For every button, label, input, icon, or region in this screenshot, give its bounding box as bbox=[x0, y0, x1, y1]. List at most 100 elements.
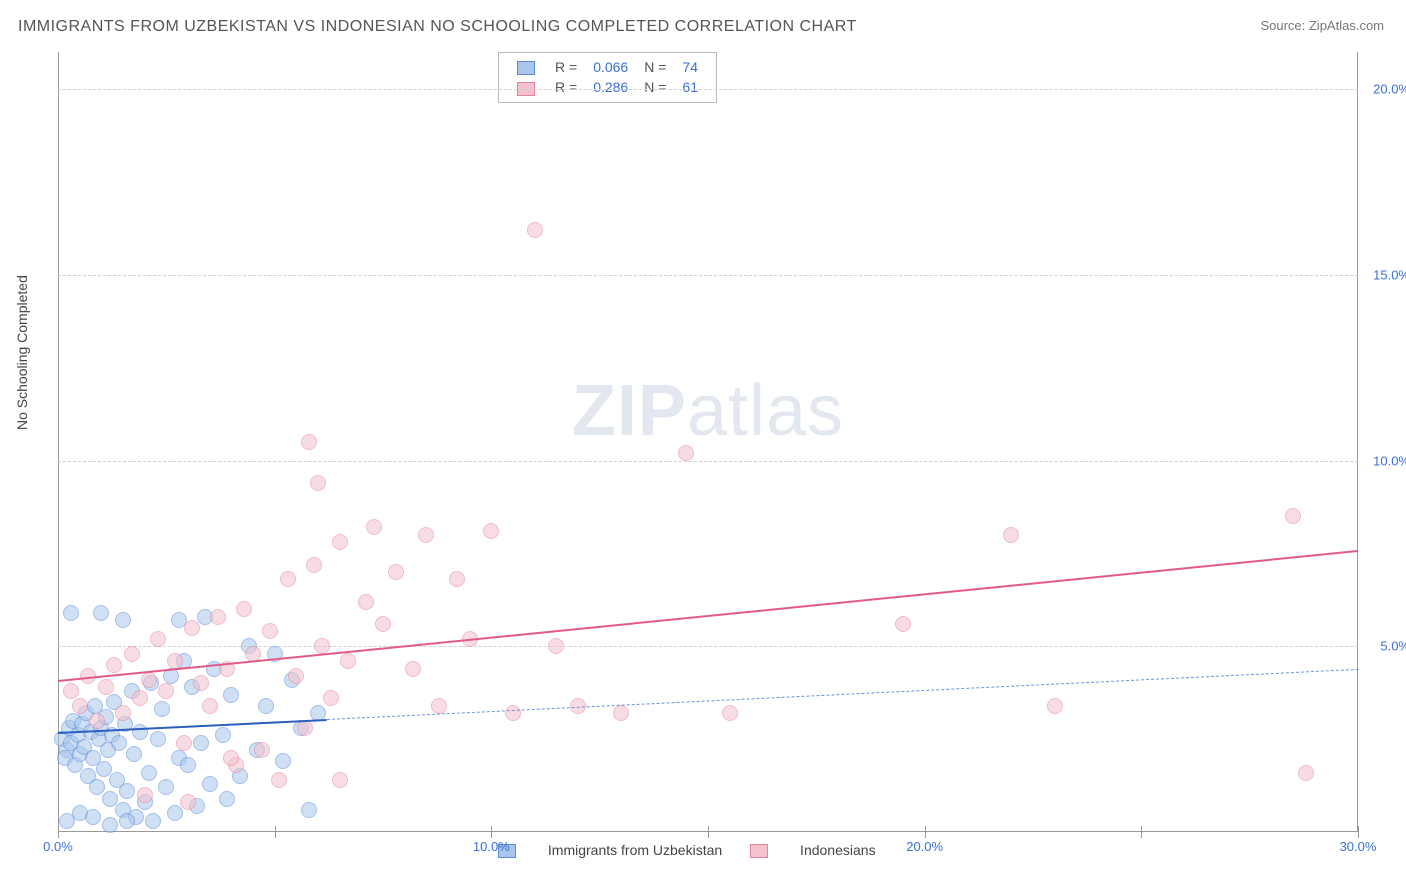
data-point bbox=[115, 612, 131, 628]
data-point bbox=[141, 672, 157, 688]
data-point bbox=[310, 475, 326, 491]
data-point bbox=[132, 690, 148, 706]
data-point bbox=[288, 668, 304, 684]
data-point bbox=[613, 705, 629, 721]
y-tick-label: 15.0% bbox=[1373, 267, 1406, 282]
x-tick-mark bbox=[1141, 826, 1142, 838]
data-point bbox=[102, 817, 118, 833]
x-tick-mark bbox=[491, 826, 492, 838]
data-point bbox=[158, 683, 174, 699]
data-point bbox=[449, 571, 465, 587]
data-point bbox=[126, 746, 142, 762]
data-point bbox=[106, 657, 122, 673]
data-point bbox=[388, 564, 404, 580]
data-point bbox=[85, 809, 101, 825]
data-point bbox=[141, 765, 157, 781]
data-point bbox=[1298, 765, 1314, 781]
x-tick-label: 10.0% bbox=[473, 839, 510, 854]
data-point bbox=[332, 772, 348, 788]
y-tick-label: 10.0% bbox=[1373, 453, 1406, 468]
chart-plot-area: ZIPatlas R =0.066N =74R =0.286N =61 Immi… bbox=[58, 52, 1358, 832]
legend-correlation-row: R =0.286N =61 bbox=[509, 77, 706, 97]
x-tick-mark bbox=[275, 826, 276, 838]
data-point bbox=[280, 571, 296, 587]
data-point bbox=[223, 687, 239, 703]
data-point bbox=[548, 638, 564, 654]
data-point bbox=[115, 705, 131, 721]
data-point bbox=[150, 731, 166, 747]
x-tick-mark bbox=[708, 826, 709, 838]
y-axis-label: No Schooling Completed bbox=[14, 275, 30, 430]
data-point bbox=[180, 757, 196, 773]
trend-line bbox=[327, 669, 1358, 720]
data-point bbox=[150, 631, 166, 647]
grid-line bbox=[58, 89, 1358, 90]
trend-line bbox=[58, 550, 1358, 682]
data-point bbox=[323, 690, 339, 706]
source-label: Source: ZipAtlas.com bbox=[1260, 18, 1384, 33]
data-point bbox=[306, 557, 322, 573]
data-point bbox=[236, 601, 252, 617]
data-point bbox=[184, 620, 200, 636]
legend-correlation-row: R =0.066N =74 bbox=[509, 57, 706, 77]
chart-title: IMMIGRANTS FROM UZBEKISTAN VS INDONESIAN… bbox=[18, 18, 857, 36]
data-point bbox=[505, 705, 521, 721]
data-point bbox=[297, 720, 313, 736]
data-point bbox=[154, 701, 170, 717]
x-tick-mark bbox=[58, 826, 59, 838]
y-tick-label: 5.0% bbox=[1380, 639, 1406, 654]
data-point bbox=[111, 735, 127, 751]
data-point bbox=[158, 779, 174, 795]
legend-series-item: Immigrants from Uzbekistan bbox=[498, 842, 722, 858]
data-point bbox=[1047, 698, 1063, 714]
data-point bbox=[722, 705, 738, 721]
legend-swatch bbox=[750, 844, 768, 858]
data-point bbox=[301, 434, 317, 450]
y-tick-label: 20.0% bbox=[1373, 82, 1406, 97]
data-point bbox=[340, 653, 356, 669]
data-point bbox=[271, 772, 287, 788]
data-point bbox=[895, 616, 911, 632]
x-tick-mark bbox=[1358, 826, 1359, 838]
data-point bbox=[132, 724, 148, 740]
data-point bbox=[193, 675, 209, 691]
data-point bbox=[93, 605, 109, 621]
data-point bbox=[89, 713, 105, 729]
x-tick-label: 0.0% bbox=[43, 839, 73, 854]
data-point bbox=[145, 813, 161, 829]
data-point bbox=[193, 735, 209, 751]
y-axis-right bbox=[1357, 52, 1358, 832]
data-point bbox=[418, 527, 434, 543]
data-point bbox=[202, 698, 218, 714]
data-point bbox=[124, 646, 140, 662]
data-point bbox=[119, 783, 135, 799]
data-point bbox=[137, 787, 153, 803]
data-point bbox=[375, 616, 391, 632]
grid-line bbox=[58, 461, 1358, 462]
legend-swatch bbox=[517, 61, 535, 75]
data-point bbox=[483, 523, 499, 539]
data-point bbox=[358, 594, 374, 610]
data-point bbox=[431, 698, 447, 714]
data-point bbox=[223, 750, 239, 766]
data-point bbox=[332, 534, 348, 550]
data-point bbox=[72, 698, 88, 714]
x-tick-label: 20.0% bbox=[906, 839, 943, 854]
data-point bbox=[210, 609, 226, 625]
data-point bbox=[215, 727, 231, 743]
data-point bbox=[1285, 508, 1301, 524]
data-point bbox=[63, 683, 79, 699]
correlation-legend: R =0.066N =74R =0.286N =61 bbox=[498, 52, 717, 103]
data-point bbox=[527, 222, 543, 238]
y-axis-left bbox=[58, 52, 59, 832]
data-point bbox=[258, 698, 274, 714]
data-point bbox=[119, 813, 135, 829]
x-tick-mark bbox=[925, 826, 926, 838]
data-point bbox=[366, 519, 382, 535]
data-point bbox=[219, 791, 235, 807]
data-point bbox=[167, 805, 183, 821]
data-point bbox=[678, 445, 694, 461]
data-point bbox=[262, 623, 278, 639]
data-point bbox=[180, 794, 196, 810]
legend-series-item: Indonesians bbox=[750, 842, 875, 858]
